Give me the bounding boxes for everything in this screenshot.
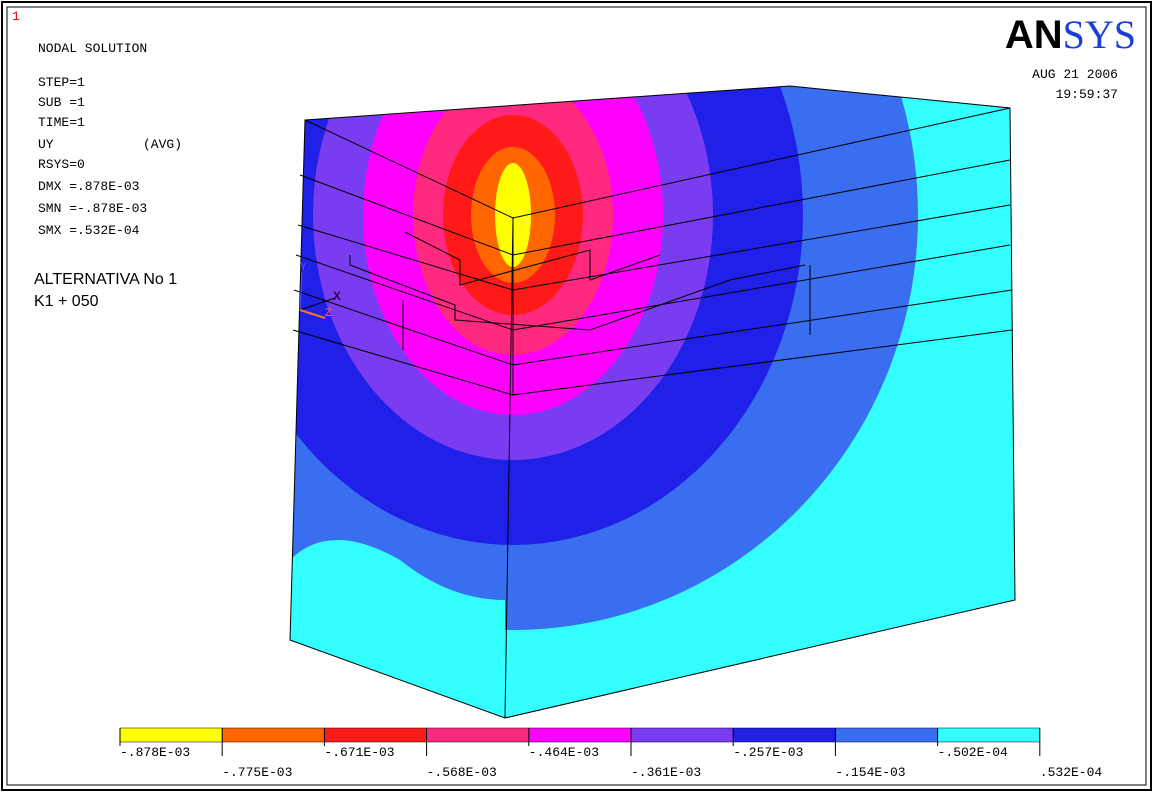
legend-swatch: [427, 728, 529, 742]
legend-label: -.502E-04: [938, 745, 1008, 760]
legend-swatch: [938, 728, 1040, 742]
legend: -.878E-03 -.775E-03 -.671E-03 -.568E-03 -.46…: [120, 728, 1102, 780]
legend-label: -.878E-03: [120, 745, 190, 760]
legend-label: -.154E-03: [835, 765, 905, 780]
time: 19:59:37: [1056, 87, 1118, 102]
title-line: ALTERNATIVA No 1: [34, 271, 177, 288]
logo-bold: AN: [1005, 13, 1063, 57]
legend-swatch: [120, 728, 222, 742]
legend-label: -.361E-03: [631, 765, 701, 780]
legend-label: -.257E-03: [733, 745, 803, 760]
legend-swatch: [631, 728, 733, 742]
date: AUG 21 2006: [1032, 67, 1118, 82]
logo: ANSYS: [1005, 12, 1136, 57]
info-line: TIME=1: [38, 115, 85, 130]
legend-swatch: [835, 728, 937, 742]
legend-label: -.568E-03: [427, 765, 497, 780]
legend-label: -.671E-03: [324, 745, 394, 760]
legend-label: -.775E-03: [222, 765, 292, 780]
legend-swatch: [324, 728, 426, 742]
info-line: (AVG): [143, 137, 182, 152]
info-line: SUB =1: [38, 95, 85, 110]
triad-label: X: [333, 289, 341, 304]
logo-colored: SYS: [1063, 12, 1136, 57]
info-block: NODAL SOLUTION STEP=1 SUB =1 TIME=1 UY (AVG) R…: [38, 41, 182, 238]
info-line: UY: [38, 137, 54, 152]
info-line: NODAL SOLUTION: [38, 41, 147, 56]
legend-label: -.464E-03: [529, 745, 599, 760]
legend-swatch: [529, 728, 631, 742]
triad-label: Y: [300, 262, 307, 274]
info-line: SMX =.532E-04: [38, 223, 140, 238]
info-line: STEP=1: [38, 75, 85, 90]
title-line: K1 + 050: [34, 293, 99, 310]
window-number: 1: [12, 9, 20, 24]
screen: 1 NODAL SOLUTION STEP=1 SUB =1 TIME=1 UY (AVG…: [0, 0, 1153, 792]
legend-swatch: [733, 728, 835, 742]
triad-label: Z: [325, 308, 332, 320]
legend-label: .532E-04: [1040, 765, 1103, 780]
info-line: RSYS=0: [38, 157, 85, 172]
contour-plot: [108, 0, 1020, 730]
info-line: DMX =.878E-03: [38, 179, 139, 194]
info-line: SMN =-.878E-03: [38, 201, 147, 216]
legend-swatch: [222, 728, 324, 742]
